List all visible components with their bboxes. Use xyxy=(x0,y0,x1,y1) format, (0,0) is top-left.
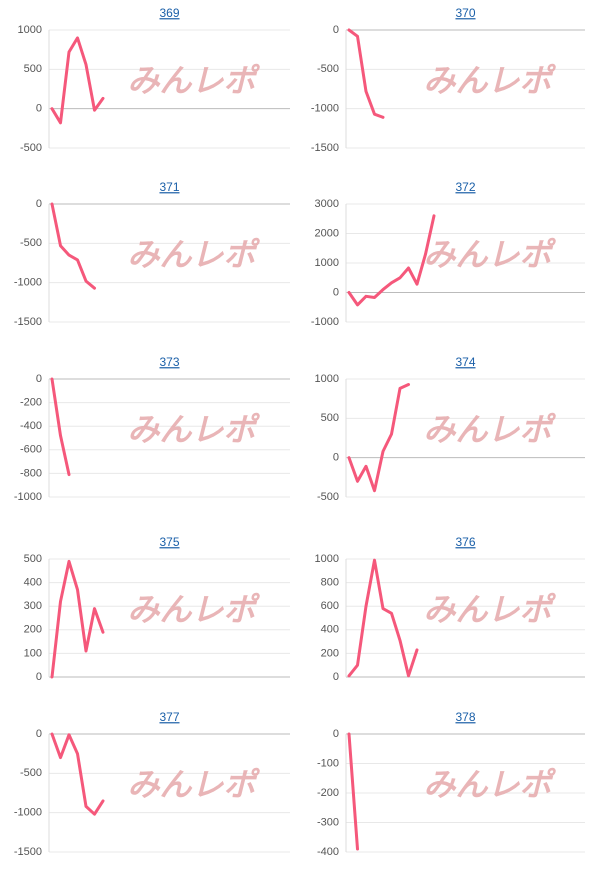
data-line xyxy=(347,28,385,119)
data-line xyxy=(50,36,105,125)
y-tick-label: 200 xyxy=(321,647,339,659)
y-tick-label: 100 xyxy=(24,647,42,659)
y-tick-label: -200 xyxy=(317,787,339,799)
watermark: みんレポ xyxy=(127,236,260,272)
chart-title[interactable]: 369 xyxy=(159,6,179,20)
watermark: みんレポ xyxy=(423,236,556,272)
y-tick-label: 500 xyxy=(321,412,339,424)
data-line xyxy=(347,214,436,307)
chart-title[interactable]: 372 xyxy=(455,180,475,194)
y-tick-label: -500 xyxy=(317,63,339,75)
watermark: みんレポ xyxy=(423,62,556,98)
y-tick-label: 2000 xyxy=(315,227,339,239)
y-tick-label: -800 xyxy=(20,467,42,479)
y-tick-label: -500 xyxy=(317,491,339,503)
y-tick-label: 400 xyxy=(24,577,42,589)
chart-title[interactable]: 374 xyxy=(455,355,475,369)
y-tick-label: -500 xyxy=(20,767,42,779)
data-line xyxy=(347,383,410,493)
y-tick-label: -1500 xyxy=(14,316,42,328)
watermark: みんレポ xyxy=(127,411,260,447)
y-tick-label: 400 xyxy=(321,624,339,636)
y-tick-label: 0 xyxy=(333,728,339,740)
data-line xyxy=(347,732,359,851)
y-tick-label: 0 xyxy=(36,373,42,385)
y-tick-label: -200 xyxy=(20,397,42,409)
watermark: みんレポ xyxy=(127,62,260,98)
y-tick-label: 3000 xyxy=(315,198,339,210)
y-tick-label: 800 xyxy=(321,577,339,589)
chart-title[interactable]: 376 xyxy=(455,535,475,549)
y-tick-label: 0 xyxy=(333,452,339,464)
watermark: みんレポ xyxy=(423,411,556,447)
chart-title[interactable]: 377 xyxy=(159,710,179,724)
y-tick-label: 0 xyxy=(36,671,42,683)
watermark: みんレポ xyxy=(127,591,260,627)
y-tick-label: -300 xyxy=(317,816,339,828)
data-line xyxy=(347,558,419,678)
y-tick-label: -600 xyxy=(20,444,42,456)
y-tick-label: -1000 xyxy=(311,103,339,115)
chart-title[interactable]: 370 xyxy=(455,6,475,20)
y-tick-label: 300 xyxy=(24,600,42,612)
y-tick-label: 600 xyxy=(321,600,339,612)
y-tick-label: 0 xyxy=(333,671,339,683)
y-tick-label: -100 xyxy=(317,757,339,769)
data-line xyxy=(50,202,96,290)
y-tick-label: -400 xyxy=(317,846,339,858)
y-tick-label: 0 xyxy=(36,103,42,115)
data-line xyxy=(50,377,71,477)
data-line xyxy=(50,559,105,679)
y-tick-label: -1000 xyxy=(14,807,42,819)
data-line xyxy=(50,732,105,816)
y-tick-label: 1000 xyxy=(315,553,339,565)
y-tick-label: 200 xyxy=(24,624,42,636)
y-tick-label: 0 xyxy=(333,24,339,36)
y-tick-label: -500 xyxy=(20,237,42,249)
y-tick-label: 500 xyxy=(24,553,42,565)
y-tick-label: 500 xyxy=(24,63,42,75)
y-tick-label: 1000 xyxy=(18,24,42,36)
y-tick-label: 1000 xyxy=(315,373,339,385)
y-tick-label: -1500 xyxy=(311,142,339,154)
chart-title[interactable]: 373 xyxy=(159,355,179,369)
y-tick-label: -1000 xyxy=(14,277,42,289)
chart-title[interactable]: 375 xyxy=(159,535,179,549)
watermark: みんレポ xyxy=(423,591,556,627)
watermark: みんレポ xyxy=(127,766,260,802)
chart-title[interactable]: 378 xyxy=(455,710,475,724)
y-tick-label: -1500 xyxy=(14,846,42,858)
y-tick-label: -500 xyxy=(20,142,42,154)
watermark: みんレポ xyxy=(423,766,556,802)
y-tick-label: 1000 xyxy=(315,257,339,269)
y-tick-label: 0 xyxy=(333,286,339,298)
chart-title[interactable]: 371 xyxy=(159,180,179,194)
y-tick-label: 0 xyxy=(36,728,42,740)
y-tick-label: 0 xyxy=(36,198,42,210)
y-tick-label: -1000 xyxy=(14,491,42,503)
y-tick-label: -400 xyxy=(20,420,42,432)
y-tick-label: -1000 xyxy=(311,316,339,328)
